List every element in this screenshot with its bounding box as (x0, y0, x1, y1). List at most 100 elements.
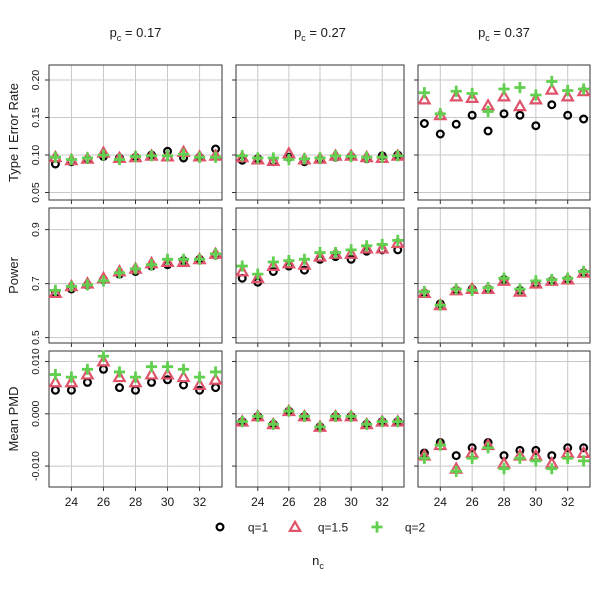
point-q=1 (467, 443, 477, 453)
point-q=1 (467, 110, 477, 120)
panel-border (235, 64, 405, 201)
point-q=2 (145, 259, 158, 271)
point-q=2 (298, 253, 311, 265)
y-tick-label: 0.20 (30, 70, 42, 91)
y-tick-label: 0.9 (30, 222, 42, 237)
point-q=2 (514, 81, 526, 94)
point-q=1 (531, 445, 541, 455)
point-q=2 (530, 455, 542, 467)
point-q=2 (392, 150, 404, 162)
point-q=2 (193, 151, 206, 163)
legend-label: q=1 (248, 521, 269, 535)
point-q=2 (113, 153, 126, 166)
point-q=2 (434, 439, 446, 451)
point-q=2 (466, 284, 478, 296)
point-q=1 (163, 375, 173, 385)
point-q=2 (578, 265, 590, 278)
point-q=1.5 (208, 372, 223, 385)
point-q=2 (81, 363, 94, 375)
panel-border (417, 207, 591, 344)
point-q=2 (193, 253, 206, 265)
panel-border (48, 207, 223, 344)
point-q=2 (252, 152, 264, 164)
point-q=1 (147, 377, 157, 387)
panel-r0-c1 (232, 64, 405, 204)
y-tick-label: -0.010 (30, 451, 42, 481)
point-q=1.5 (250, 270, 265, 284)
panel-r2-c2 (414, 350, 591, 491)
point-q=2 (450, 283, 462, 295)
x-tick-label: 30 (529, 495, 543, 509)
point-q=2 (376, 238, 388, 251)
point-q=2 (283, 255, 295, 267)
point-q=2 (97, 149, 110, 161)
point-q=2 (450, 465, 462, 477)
point-q=2 (252, 410, 264, 422)
point-q=1.5 (312, 249, 328, 262)
point-q=2 (450, 85, 462, 97)
point-q=1.5 (176, 254, 191, 267)
column-header-1: pc = 0.27 (294, 25, 346, 43)
panel-r0-c0 (45, 64, 223, 204)
point-q=1 (299, 265, 309, 275)
point-q=1.5 (390, 235, 405, 249)
point-q=2 (562, 272, 574, 284)
point-q=2 (514, 283, 526, 295)
point-q=2 (177, 148, 190, 160)
point-q=2 (209, 151, 222, 163)
point-q=1.5 (96, 354, 111, 367)
point-q=1 (268, 266, 278, 276)
legend-label: q=2 (405, 521, 426, 535)
point-q=1.5 (297, 257, 312, 270)
point-q=2 (361, 151, 373, 163)
point-q=1 (435, 129, 445, 139)
x-tick-label: 30 (344, 495, 358, 509)
point-q=1.5 (528, 92, 543, 105)
point-q=1 (483, 126, 493, 136)
point-q=1.5 (512, 284, 528, 297)
point-q=2 (418, 87, 430, 99)
point-q=2 (209, 366, 222, 378)
row-label-2: Mean PMD (6, 386, 21, 451)
point-q=1.5 (344, 246, 359, 259)
point-q=1 (579, 443, 589, 453)
point-q=2 (113, 366, 126, 378)
column-header-0: pc = 0.17 (110, 25, 162, 43)
panel-r1-c0 (45, 207, 223, 347)
point-q=1.5 (496, 273, 512, 286)
x-tick-label: 24 (251, 495, 265, 509)
legend-key-plus (371, 521, 383, 533)
x-tick-label: 28 (313, 495, 327, 509)
x-tick-label: 26 (97, 495, 111, 509)
point-q=1 (515, 110, 525, 120)
point-q=1.5 (235, 264, 250, 277)
point-q=2 (466, 452, 478, 464)
point-q=2 (482, 105, 494, 118)
x-tick-label: 26 (282, 495, 296, 509)
panel-border (235, 350, 405, 488)
point-q=1.5 (112, 369, 127, 383)
point-q=2 (81, 152, 94, 164)
point-q=2 (161, 150, 174, 162)
point-q=2 (129, 263, 142, 275)
point-q=2 (345, 150, 357, 163)
point-q=2 (345, 410, 357, 422)
point-q=1.5 (281, 255, 296, 269)
point-q=2 (578, 455, 590, 467)
point-q=2 (562, 84, 574, 97)
point-q=1 (563, 443, 573, 453)
point-q=2 (65, 280, 78, 292)
x-tick-label: 28 (497, 495, 511, 509)
point-q=2 (498, 272, 510, 284)
point-q=1.5 (80, 367, 95, 380)
point-q=2 (314, 421, 326, 433)
x-tick-label: 32 (561, 495, 575, 509)
x-tick-label: 30 (161, 495, 175, 509)
point-q=2 (236, 150, 248, 162)
point-q=1 (114, 383, 124, 393)
point-q=2 (530, 89, 542, 101)
point-q=2 (49, 368, 62, 381)
point-q=2 (530, 275, 542, 287)
point-q=1.5 (465, 90, 480, 104)
